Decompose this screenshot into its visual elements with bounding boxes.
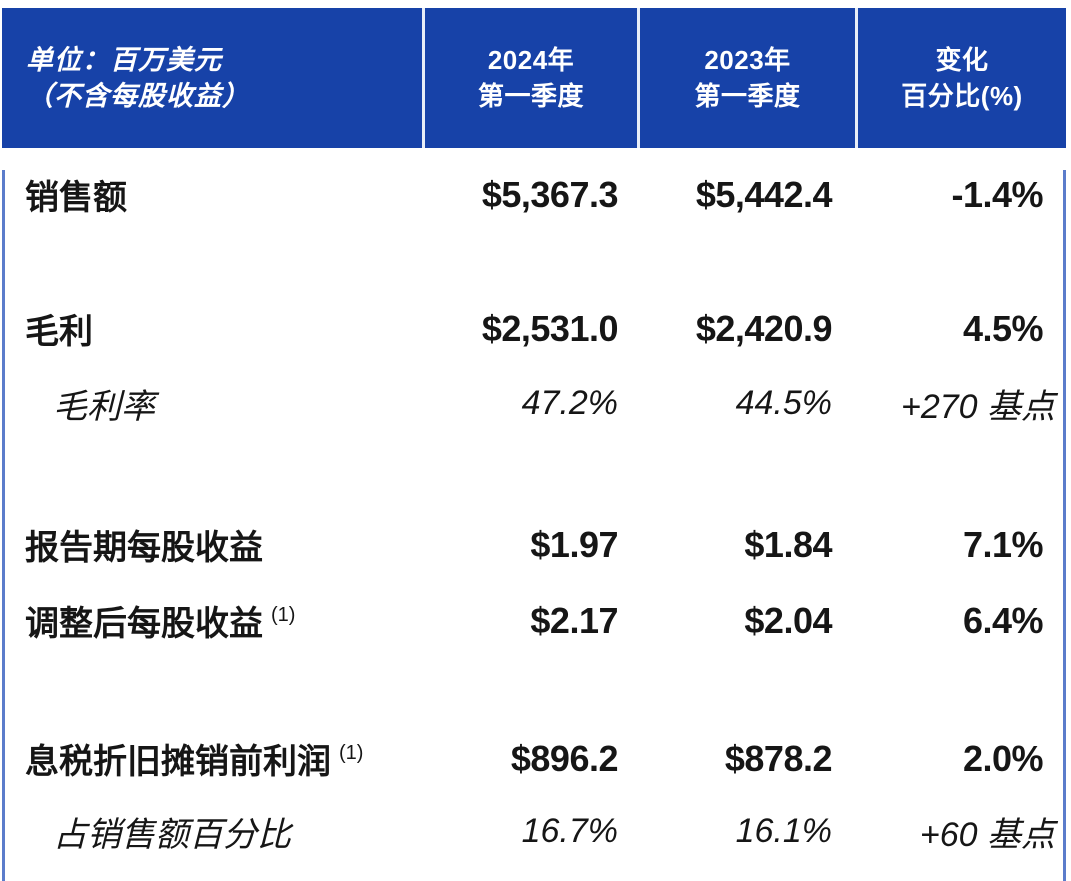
value-change: +270 基点 (900, 388, 1055, 426)
row-label-text: 销售额 (25, 179, 127, 217)
value-2024: $2,531.0 (481, 307, 619, 349)
row-label-text: 息税折旧摊销前利润 (25, 743, 331, 781)
header-2023-line1: 2023年 (704, 45, 791, 75)
value-2024: $5,367.3 (481, 173, 619, 215)
footnote-marker: (1) (339, 742, 364, 764)
header-change-line1: 变化 (935, 45, 989, 75)
header-cell-2024-q1: 2024年 第一季度 (422, 8, 637, 148)
value-change: 7.1% (962, 523, 1044, 565)
header-2023-line2: 第一季度 (694, 81, 801, 111)
value-2023: 16.1% (735, 812, 832, 850)
table-row-ebitda: 息税折旧摊销前利润 (1) $896.2 $878.2 2.0% (5, 734, 1063, 782)
header-2024-line1: 2024年 (487, 45, 575, 75)
value-2024: 47.2% (521, 384, 618, 422)
header-cell-change-percent: 变化 百分比(%) (855, 8, 1066, 148)
value-change: 6.4% (962, 599, 1044, 641)
footnote-marker: (1) (271, 604, 296, 626)
row-label: 销售额 (5, 170, 422, 219)
value-2023: $878.2 (724, 737, 833, 779)
row-label-text: 调整后每股收益 (25, 605, 263, 643)
value-change: 2.0% (962, 737, 1044, 779)
row-label-text: 毛利 (25, 313, 93, 351)
value-change: 4.5% (962, 307, 1044, 349)
row-label-text: 报告期每股收益 (25, 529, 263, 567)
table-row-gross-profit: 毛利 $2,531.0 $2,420.9 4.5% (5, 304, 1063, 352)
table-row-net-sales: 销售额 $5,367.3 $5,442.4 -1.4% (5, 170, 1063, 218)
table-header-row: 单位：百万美元 （不含每股收益） 2024年 第一季度 2023年 第一季度 变… (2, 8, 1066, 148)
row-label: 调整后每股收益 (1) (5, 596, 422, 645)
units-line2: （不含每股收益） (26, 81, 250, 111)
header-cell-units: 单位：百万美元 （不含每股收益） (2, 8, 422, 148)
header-2024-line2: 第一季度 (477, 81, 584, 111)
value-2024: $2.17 (530, 599, 618, 641)
value-2023: 44.5% (735, 384, 832, 422)
table-body: 销售额 $5,367.3 $5,442.4 -1.4% 毛利 $2,531.0 … (2, 170, 1066, 881)
value-change: +60 基点 (919, 816, 1055, 854)
value-2023: $2,420.9 (695, 307, 833, 349)
units-line1: 单位：百万美元 (26, 45, 222, 75)
value-2024: $896.2 (510, 737, 619, 779)
value-2024: 16.7% (521, 812, 618, 850)
table-row-adjusted-eps: 调整后每股收益 (1) $2.17 $2.04 6.4% (5, 596, 1063, 644)
header-cell-2023-q1: 2023年 第一季度 (637, 8, 855, 148)
header-change-line2: 百分比(%) (901, 81, 1023, 111)
row-label: 毛利率 (5, 379, 422, 428)
value-change: -1.4% (951, 173, 1043, 215)
value-2023: $1.84 (744, 523, 832, 565)
row-label-text: 占销售额百分比 (53, 816, 291, 854)
table-row-reported-eps: 报告期每股收益 $1.97 $1.84 7.1% (5, 520, 1063, 568)
value-2023: $2.04 (744, 599, 832, 641)
value-2023: $5,442.4 (695, 173, 833, 215)
row-label: 占销售额百分比 (5, 807, 422, 856)
table-row-gross-margin: 毛利率 47.2% 44.5% +270 基点 (5, 379, 1063, 426)
value-2024: $1.97 (530, 523, 618, 565)
row-label: 报告期每股收益 (5, 520, 422, 569)
row-label-text: 毛利率 (53, 388, 155, 426)
row-label: 毛利 (5, 304, 422, 353)
row-label: 息税折旧摊销前利润 (1) (5, 734, 422, 783)
results-table: 单位：百万美元 （不含每股收益） 2024年 第一季度 2023年 第一季度 变… (2, 8, 1066, 881)
table-row-percent-of-sales: 占销售额百分比 16.7% 16.1% +60 基点 (5, 807, 1063, 854)
